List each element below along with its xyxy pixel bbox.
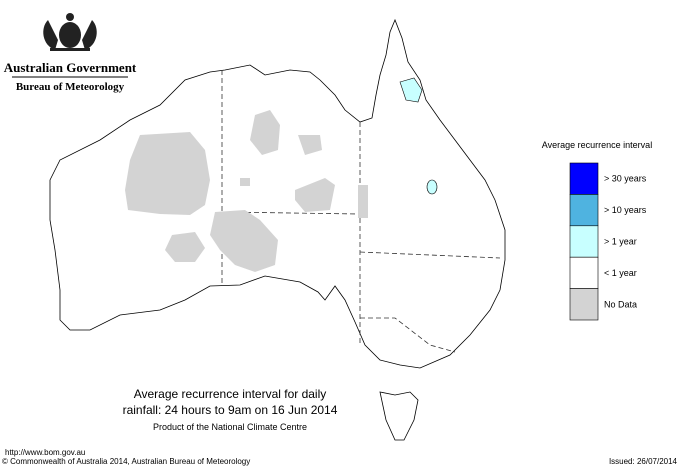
header-title: Australian Government xyxy=(4,60,137,75)
caption-line: Average recurrence interval for daily xyxy=(134,387,327,401)
recurrence-regions xyxy=(399,77,438,195)
tasmania xyxy=(379,391,419,441)
mainland xyxy=(49,18,506,369)
footer-copyright: © Commonwealth of Australia 2014, Austra… xyxy=(2,457,250,466)
legend-swatch xyxy=(569,162,599,195)
crest xyxy=(43,13,97,51)
legend: > 30 years > 10 years > 1 year < 1 year No D… xyxy=(569,162,647,321)
legend-swatch xyxy=(569,194,599,227)
legend-swatch xyxy=(569,288,599,321)
legend-label: > 10 years xyxy=(604,205,647,215)
footer-issued: Issued: 26/07/2014 xyxy=(609,457,678,466)
legend-label: < 1 year xyxy=(604,268,637,278)
legend-label: > 1 year xyxy=(604,237,637,247)
legend-swatch xyxy=(569,225,599,258)
header-subtitle: Bureau of Meteorology xyxy=(16,81,125,93)
no-data-regions xyxy=(125,110,368,272)
caption-line: rainfall: 24 hours to 9am on 16 Jun 2014 xyxy=(123,403,338,417)
caption-line: Product of the National Climate Centre xyxy=(153,422,307,432)
legend-label: No Data xyxy=(604,299,637,309)
legend-label: > 30 years xyxy=(604,174,647,184)
legend-title: Average recurrence interval xyxy=(542,140,652,150)
footer-url: http://www.bom.gov.au xyxy=(5,448,85,457)
legend-swatch xyxy=(569,256,599,289)
